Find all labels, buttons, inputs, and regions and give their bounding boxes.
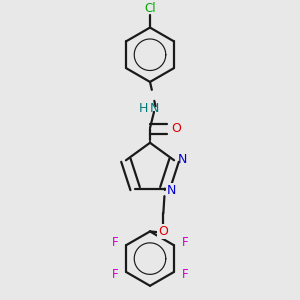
Text: F: F xyxy=(182,268,189,281)
Text: F: F xyxy=(111,236,118,249)
Text: O: O xyxy=(158,225,168,238)
Text: F: F xyxy=(182,236,189,249)
Text: O: O xyxy=(171,122,181,135)
Text: F: F xyxy=(111,268,118,281)
Text: Cl: Cl xyxy=(144,2,156,15)
Text: N: N xyxy=(178,152,188,166)
Text: N: N xyxy=(149,102,159,115)
Text: N: N xyxy=(167,184,176,196)
Text: H: H xyxy=(139,102,148,115)
